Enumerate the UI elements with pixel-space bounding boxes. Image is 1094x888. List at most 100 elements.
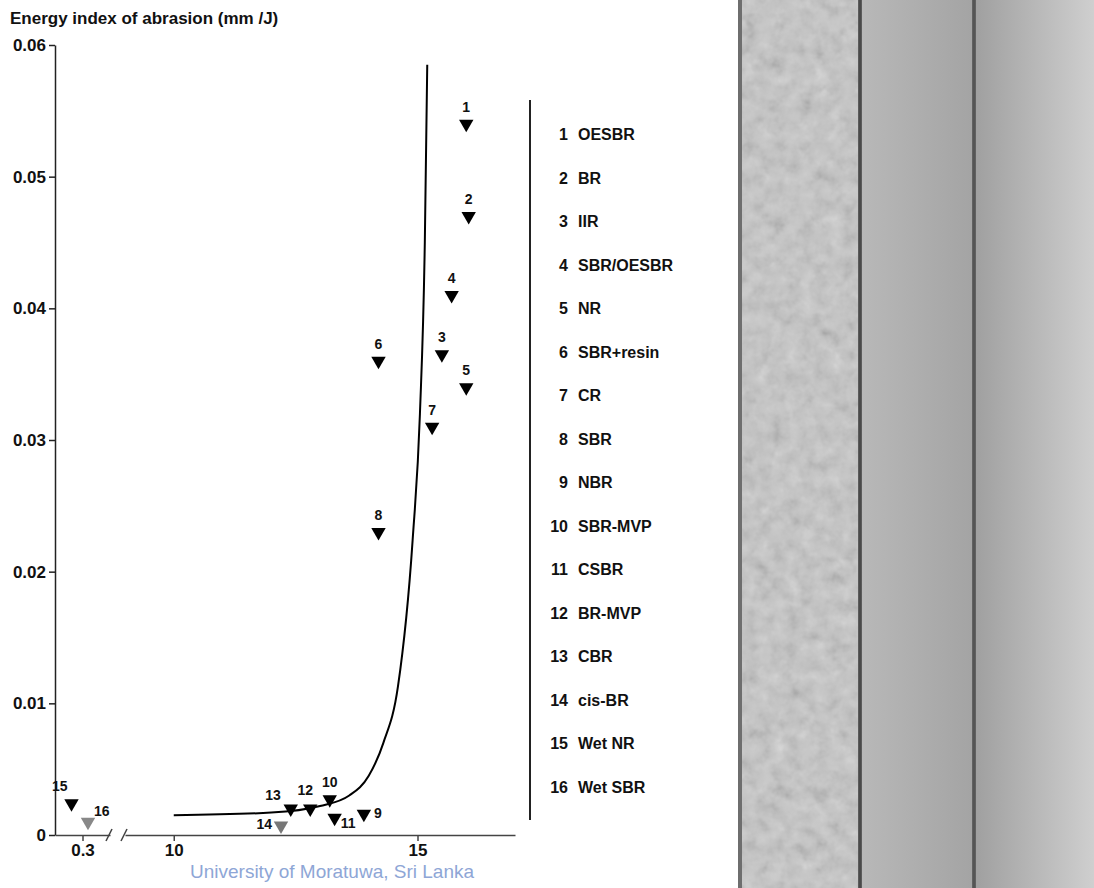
y-tick: 0.01 xyxy=(13,694,55,713)
plot-area xyxy=(174,65,476,834)
point xyxy=(357,810,371,822)
photo-band-right xyxy=(976,0,1094,888)
y-axis: 0 0.01 0.02 0.03 0.04 0.05 0.06 xyxy=(13,36,56,845)
point xyxy=(461,212,475,224)
legend-number: 7 xyxy=(559,387,568,404)
legend-number: 14 xyxy=(550,692,568,709)
point xyxy=(81,818,95,830)
legend-number: 11 xyxy=(551,561,568,578)
x-axis-line xyxy=(126,835,516,837)
legend-name: Wet NR xyxy=(578,735,635,752)
y-tick-label: 0.01 xyxy=(13,694,46,713)
y-tick-mark xyxy=(49,176,55,178)
legend-number: 16 xyxy=(550,779,568,796)
legend-name: NR xyxy=(578,300,602,317)
legend-rule xyxy=(529,100,531,820)
y-tick: 0.06 xyxy=(13,36,55,55)
point xyxy=(64,799,78,811)
legend-number: 3 xyxy=(559,213,568,230)
plot-area xyxy=(64,799,95,830)
point-label: 15 xyxy=(52,778,68,794)
point-label: 16 xyxy=(94,803,110,819)
y-tick-label: 0.02 xyxy=(13,563,46,582)
legend-number: 5 xyxy=(559,300,568,317)
point-label: 13 xyxy=(265,787,281,803)
photo-band-smooth xyxy=(862,0,972,888)
x-tick-label: 0.3 xyxy=(71,841,95,860)
legend-name: SBR xyxy=(578,431,612,448)
legend-name: CSBR xyxy=(578,561,624,578)
curve xyxy=(174,65,428,816)
legend-number: 10 xyxy=(550,518,568,535)
y-tick-label: 0.04 xyxy=(13,299,47,318)
y-tick-label: 0.03 xyxy=(13,431,46,450)
x-tick: 10 xyxy=(165,835,184,860)
legend-name: SBR-MVP xyxy=(578,518,652,535)
point-label: 8 xyxy=(375,507,383,523)
photo-texture xyxy=(742,0,858,888)
point xyxy=(274,822,288,834)
point-label: 7 xyxy=(428,402,436,418)
point xyxy=(425,423,439,435)
y-tick: 0.04 xyxy=(13,299,55,318)
y-tick-label: 0.05 xyxy=(13,168,46,187)
x-axis: 10 15 xyxy=(126,835,516,860)
x-tick: 0.3 xyxy=(71,835,95,860)
y-tick-mark xyxy=(49,571,55,573)
legend-name: OESBR xyxy=(578,126,635,143)
point-label: 14 xyxy=(256,816,272,832)
point xyxy=(459,383,473,395)
legend-number: 13 xyxy=(550,648,568,665)
legend-name: BR xyxy=(578,170,602,187)
point xyxy=(371,528,385,540)
legend-name: SBR/OESBR xyxy=(578,257,674,274)
legend-number: 8 xyxy=(559,431,568,448)
point xyxy=(444,291,458,303)
point-labels: 1234567891011121314 xyxy=(256,99,472,832)
axis-break xyxy=(121,829,127,841)
photo-groove xyxy=(973,0,976,888)
y-tick: 0.02 xyxy=(13,563,55,582)
y-tick: 0.05 xyxy=(13,168,55,187)
y-tick: 0.03 xyxy=(13,431,55,450)
y-tick-label: 0.06 xyxy=(13,36,46,55)
point xyxy=(371,357,385,369)
watermark: University of Moratuwa, Sri Lanka xyxy=(190,861,474,882)
legend-number: 9 xyxy=(559,474,568,491)
point xyxy=(435,350,449,362)
legend-name: CR xyxy=(578,387,602,404)
photo xyxy=(738,0,1094,888)
point-label: 6 xyxy=(375,336,383,352)
photo-groove xyxy=(859,0,862,888)
legend-number: 4 xyxy=(559,257,568,274)
legend-name: CBR xyxy=(578,648,613,665)
legend-number: 12 xyxy=(550,605,568,622)
y-tick-mark xyxy=(49,308,55,310)
y-axis-title: Energy index of abrasion (mm /J) xyxy=(10,9,278,28)
chart-root: 0 0.01 0.02 0.03 0.04 0.05 0.06 Energy index of… xyxy=(0,0,1094,888)
y-tick: 0 xyxy=(37,826,55,845)
legend-name: IIR xyxy=(578,213,599,230)
legend-number: 6 xyxy=(559,344,568,361)
point-label: 11 xyxy=(341,815,356,831)
photo-background xyxy=(738,0,1094,888)
point-label: 9 xyxy=(374,805,382,821)
y-tick-label: 0 xyxy=(37,826,46,845)
axis-break xyxy=(106,829,112,841)
x-axis: 0.3 xyxy=(56,835,111,860)
legend-number: 2 xyxy=(559,170,568,187)
point-label: 5 xyxy=(462,362,470,378)
y-tick-mark xyxy=(49,45,55,47)
legend-number: 15 xyxy=(550,735,568,752)
point-label: 2 xyxy=(465,191,473,207)
x-tick-label: 10 xyxy=(165,841,184,860)
x-tick-label: 15 xyxy=(409,841,428,860)
x-tick: 15 xyxy=(409,835,428,860)
point-label: 3 xyxy=(438,329,446,345)
y-tick-mark xyxy=(49,703,55,705)
point-label: 12 xyxy=(297,782,313,798)
legend-number: 1 xyxy=(559,126,568,143)
point-label: 1 xyxy=(462,99,470,115)
point-label: 4 xyxy=(448,270,456,286)
point-label: 10 xyxy=(322,774,338,790)
